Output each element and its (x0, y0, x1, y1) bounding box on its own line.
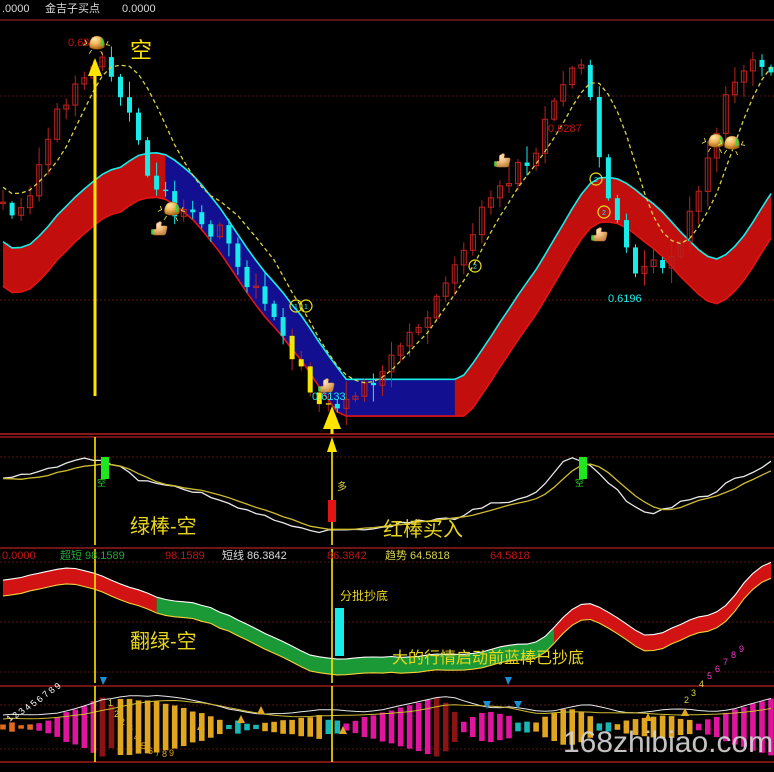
svg-text:64.5818: 64.5818 (410, 550, 450, 562)
svg-text:9: 9 (169, 748, 174, 758)
svg-text:6: 6 (148, 746, 153, 756)
svg-text:0.6287: 0.6287 (548, 123, 582, 135)
svg-text:大的行情启动前蓝棒已抄底: 大的行情启动前蓝棒已抄底 (392, 649, 584, 667)
svg-text:3: 3 (691, 688, 696, 698)
svg-text:多: 多 (337, 480, 347, 493)
svg-text:6: 6 (715, 664, 720, 674)
svg-text:8: 8 (162, 749, 167, 759)
svg-text:98.1589: 98.1589 (165, 550, 205, 562)
svg-text:168zhibiao.com: 168zhibiao.com (563, 726, 773, 759)
svg-text:0.6196: 0.6196 (608, 293, 642, 305)
svg-text:5: 5 (141, 741, 146, 751)
svg-text:0.0000: 0.0000 (2, 550, 36, 562)
svg-text:4: 4 (134, 732, 139, 742)
svg-text:86.3842: 86.3842 (327, 550, 367, 562)
svg-text:空: 空 (97, 477, 106, 488)
svg-text:5: 5 (707, 671, 712, 681)
svg-text:翻绿-空: 翻绿-空 (130, 630, 197, 653)
svg-text:金吉子买点: 金吉子买点 (45, 1, 100, 15)
svg-text:空: 空 (575, 477, 584, 488)
svg-text:分批抄底: 分批抄底 (340, 588, 388, 603)
svg-text:7: 7 (155, 748, 160, 758)
svg-text:.0000: .0000 (2, 3, 30, 15)
svg-text:98.1589: 98.1589 (85, 550, 125, 562)
svg-text:2: 2 (120, 717, 125, 727)
svg-text:86.3842: 86.3842 (247, 550, 287, 562)
svg-text:64.5818: 64.5818 (490, 550, 530, 562)
svg-text:趋势: 趋势 (385, 549, 407, 562)
svg-text:超短: 超短 (60, 548, 82, 562)
svg-text:7: 7 (723, 657, 728, 667)
svg-text:2: 2 (114, 709, 119, 719)
svg-text:2: 2 (684, 695, 689, 705)
svg-text:绿棒-空: 绿棒-空 (130, 515, 197, 538)
svg-text:4: 4 (699, 679, 704, 689)
svg-text:0.6133: 0.6133 (312, 391, 346, 403)
svg-text:空: 空 (130, 38, 152, 63)
svg-text:0.0000: 0.0000 (122, 3, 156, 15)
svg-text:短线: 短线 (222, 548, 244, 562)
svg-text:9: 9 (739, 644, 744, 654)
svg-text:红棒买入: 红棒买入 (383, 518, 463, 541)
svg-text:3: 3 (128, 723, 133, 733)
svg-text:1: 1 (108, 698, 113, 708)
svg-text:8: 8 (731, 650, 736, 660)
